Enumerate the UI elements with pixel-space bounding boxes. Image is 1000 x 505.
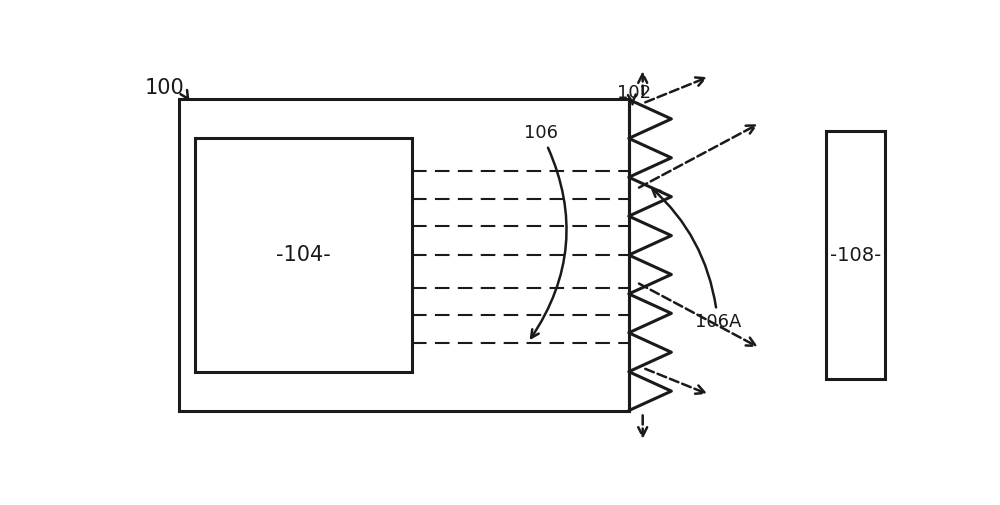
- Text: -104-: -104-: [276, 245, 331, 265]
- Bar: [826, 131, 885, 379]
- Bar: [179, 99, 629, 411]
- Text: 100: 100: [144, 78, 189, 100]
- Bar: [195, 138, 412, 372]
- Text: 106: 106: [524, 124, 567, 338]
- Text: 102: 102: [617, 83, 651, 105]
- Text: -108-: -108-: [830, 245, 881, 265]
- Text: 106A: 106A: [652, 189, 741, 331]
